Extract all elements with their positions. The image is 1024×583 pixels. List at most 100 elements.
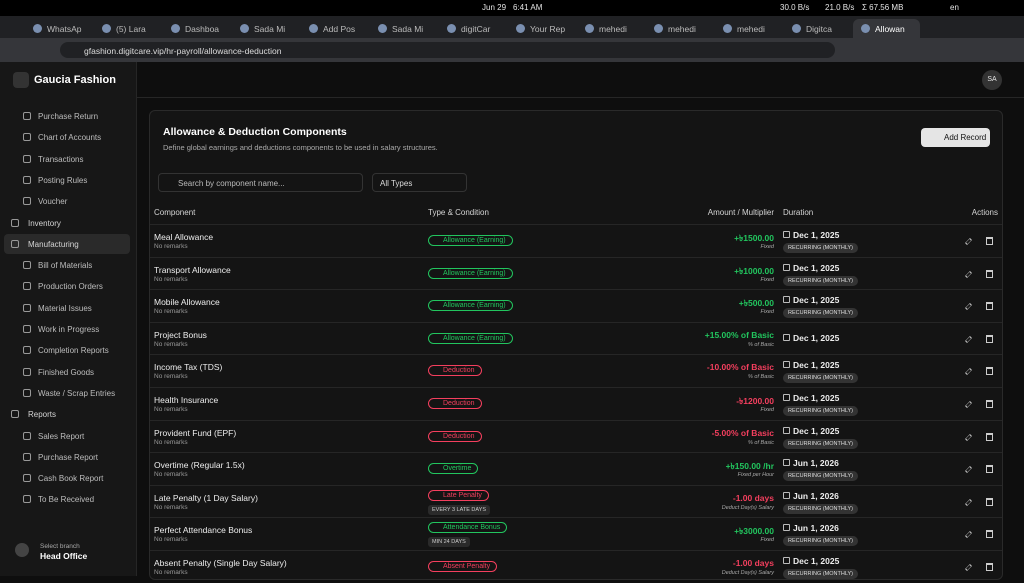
nav-label: Material Issues: [38, 303, 92, 313]
tab[interactable]: Sada Mi: [232, 19, 299, 38]
nav-icon: [23, 154, 31, 163]
tab[interactable]: Dashboa: [163, 19, 230, 38]
edit-button[interactable]: [965, 466, 972, 474]
nav-item[interactable]: Bill of Materials: [0, 255, 130, 275]
add-button[interactable]: Add Record: [921, 128, 990, 147]
recurrence: RECURRING (MONTHLY): [783, 438, 858, 449]
type-badge: Overtime: [428, 463, 479, 475]
recurrence: RECURRING (MONTHLY): [783, 536, 858, 547]
edit-button[interactable]: [965, 335, 972, 343]
tab[interactable]: Allowan: [853, 19, 920, 38]
remarks: No remarks: [154, 340, 188, 348]
branch[interactable]: Head Office: [40, 551, 88, 561]
delete-button[interactable]: [986, 269, 993, 278]
remarks: No remarks: [154, 569, 188, 576]
nav-item[interactable]: Purchase Report: [0, 447, 130, 467]
tab[interactable]: (5) Lara: [94, 19, 161, 38]
nav-item[interactable]: Waste / Scrap Entries: [0, 383, 130, 403]
nav-label: To Be Received: [38, 495, 95, 505]
start-date: Dec 1, 2025: [793, 332, 840, 343]
nav-item[interactable]: Cash Book Report: [0, 468, 130, 488]
delete-button[interactable]: [986, 237, 993, 245]
amount-note: % of Basic: [748, 439, 774, 446]
condition: MIN 24 DAYS: [428, 537, 470, 548]
amount-note: Deduct Day(s) Salary: [721, 504, 774, 511]
component-name: Health Insurance: [154, 395, 219, 405]
tab-title: mehedi: [599, 24, 627, 34]
nav-item[interactable]: Purchase Return: [0, 106, 130, 126]
edit-button[interactable]: [965, 433, 972, 441]
nav-item[interactable]: Completion Reports: [0, 340, 130, 360]
edit-button[interactable]: [965, 401, 972, 408]
delete-button[interactable]: [986, 334, 993, 343]
edit-button[interactable]: [965, 564, 972, 571]
nav-item[interactable]: Production Orders: [0, 276, 130, 296]
amount-note: Deduct Day(s) Salary: [721, 570, 774, 576]
delete-button[interactable]: [986, 497, 993, 506]
amount: +৳150.00 /hr: [725, 461, 774, 472]
edit-button[interactable]: [965, 303, 972, 311]
edit-button[interactable]: [965, 270, 972, 278]
calendar-icon: [783, 426, 790, 434]
calendar-icon: [783, 524, 790, 532]
tab[interactable]: Sada Mi: [370, 19, 437, 38]
page-title: Allowance & Deduction Components: [163, 126, 347, 138]
nav-item[interactable]: Chart of Accounts: [0, 127, 130, 147]
nav-item[interactable]: To Be Received: [0, 489, 130, 509]
tab[interactable]: Your Rep: [508, 19, 575, 38]
table-row: Project Bonus No remarks Allowance (Earnin…: [150, 321, 1002, 355]
type-filter[interactable]: All Types: [372, 173, 467, 192]
component-name: Transport Allowance: [154, 264, 231, 275]
nav-item[interactable]: Finished Goods: [0, 362, 130, 382]
component-name: Meal Allowance: [154, 232, 214, 242]
delete-button[interactable]: [986, 302, 993, 311]
nav-item[interactable]: Transactions: [0, 149, 130, 169]
nav-item[interactable]: Work in Progress: [0, 319, 130, 339]
tab[interactable]: mehedi: [646, 19, 713, 38]
nav-item[interactable]: Voucher: [0, 191, 130, 211]
tab-icon: [240, 24, 249, 33]
delete-button[interactable]: [986, 432, 993, 441]
avatar[interactable]: SA: [982, 70, 1002, 90]
delete-button[interactable]: [986, 563, 993, 571]
nav-item[interactable]: Manufacturing: [4, 233, 130, 254]
tab[interactable]: mehedi: [577, 19, 644, 38]
delete-button[interactable]: [986, 530, 993, 539]
nav-icon: [23, 474, 31, 483]
tab[interactable]: Digitca: [784, 19, 851, 38]
search-input[interactable]: Search by component name...: [158, 173, 363, 192]
system-bar: Jun 29 6:41 AM 30.0 B/s 21.0 B/s Σ 67.56…: [0, 0, 1024, 16]
nav-item[interactable]: Inventory: [0, 213, 130, 233]
nav-item[interactable]: Material Issues: [0, 298, 130, 318]
tab[interactable]: digitCar: [439, 19, 506, 38]
nav-label: Sales Report: [38, 431, 85, 441]
table-row: Transport Allowance No remarks Allowance (…: [150, 256, 1002, 290]
nav-item[interactable]: Sales Report: [0, 426, 130, 446]
nav-item[interactable]: Reports: [0, 404, 130, 424]
start-date: Dec 1, 2025: [793, 556, 840, 566]
table-row: Income Tax (TDS) No remarks Deduction -10.0…: [150, 354, 1002, 387]
edit-button[interactable]: [965, 498, 972, 506]
condition: EVERY 3 LATE DAYS: [428, 504, 491, 515]
delete-button[interactable]: [986, 400, 993, 408]
nav-item[interactable]: Posting Rules: [0, 170, 130, 190]
tab[interactable]: Add Pos: [301, 19, 368, 38]
edit-button[interactable]: [965, 531, 972, 539]
tab-strip: WhatsAp (5) Lara Dashboa Sada Mi Add Pos Sada…: [0, 16, 1024, 38]
delete-button[interactable]: [986, 465, 993, 474]
tab-title: Your Rep: [530, 24, 566, 34]
nav-label: Production Orders: [38, 282, 103, 292]
component-name: Provident Fund (EPF): [154, 427, 237, 438]
edit-button[interactable]: [965, 368, 972, 376]
edit-button[interactable]: [965, 238, 972, 245]
tab-icon: [33, 24, 42, 33]
nav-label: Purchase Report: [38, 452, 99, 462]
tab[interactable]: WhatsAp: [25, 19, 92, 38]
url-field[interactable]: gfashion.digitcare.vip/hr-payroll/allowa…: [60, 42, 835, 58]
tab-icon: [171, 24, 180, 33]
tab[interactable]: mehedi: [715, 19, 782, 38]
table-row: Late Penalty (1 Day Salary) No remarks Lat…: [150, 484, 1002, 518]
type-badge: Deduction: [428, 398, 482, 409]
delete-button[interactable]: [986, 367, 993, 376]
